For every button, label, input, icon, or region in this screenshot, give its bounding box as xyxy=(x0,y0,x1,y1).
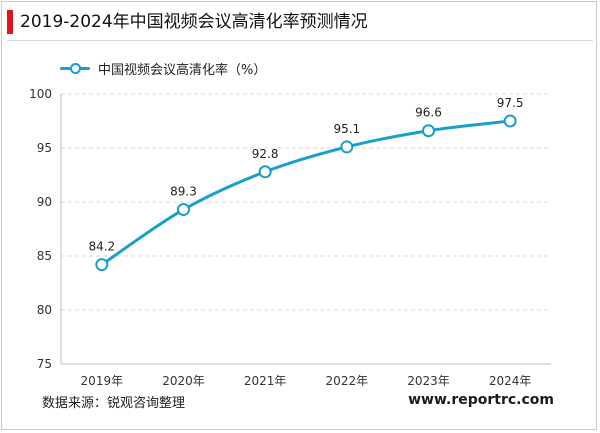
series-line xyxy=(100,119,512,267)
y-tick-label: 75 xyxy=(37,357,52,371)
data-label: 97.5 xyxy=(497,96,524,110)
y-tick-label: 95 xyxy=(37,141,52,155)
data-point xyxy=(177,203,190,217)
x-tick-label: 2019年 xyxy=(81,374,124,388)
x-tick-label: 2021年 xyxy=(244,374,287,388)
x-tick-label: 2024年 xyxy=(489,374,532,388)
data-point xyxy=(95,258,109,272)
y-tick-label: 80 xyxy=(37,303,52,317)
legend-line-marker-icon xyxy=(58,58,92,78)
legend: 中国视频会议高清化率（%） xyxy=(58,58,266,78)
y-tick-label: 100 xyxy=(29,87,52,101)
x-tick-label: 2022年 xyxy=(326,374,369,388)
data-point xyxy=(503,114,517,128)
y-tick-label: 85 xyxy=(37,249,52,263)
x-tick-label: 2020年 xyxy=(162,374,205,388)
data-label: 96.6 xyxy=(415,106,442,120)
data-label: 89.3 xyxy=(170,185,197,199)
title-divider xyxy=(7,40,593,41)
data-label: 95.1 xyxy=(333,122,360,136)
data-source: 数据来源：锐观咨询整理 xyxy=(42,396,186,411)
chart-title: 2019-2024年中国视频会议高清化率预测情况 xyxy=(20,12,368,32)
legend-label: 中国视频会议高清化率（%） xyxy=(98,62,267,78)
data-point xyxy=(340,140,354,154)
x-tick-label: 2023年 xyxy=(407,374,450,388)
data-point xyxy=(258,165,272,179)
y-tick-label: 90 xyxy=(37,195,52,209)
data-point xyxy=(422,124,435,138)
data-label: 84.2 xyxy=(88,240,115,254)
title-accent-bar xyxy=(7,10,13,34)
website-url: www.reportrc.com xyxy=(408,392,554,408)
data-label: 92.8 xyxy=(252,147,279,161)
